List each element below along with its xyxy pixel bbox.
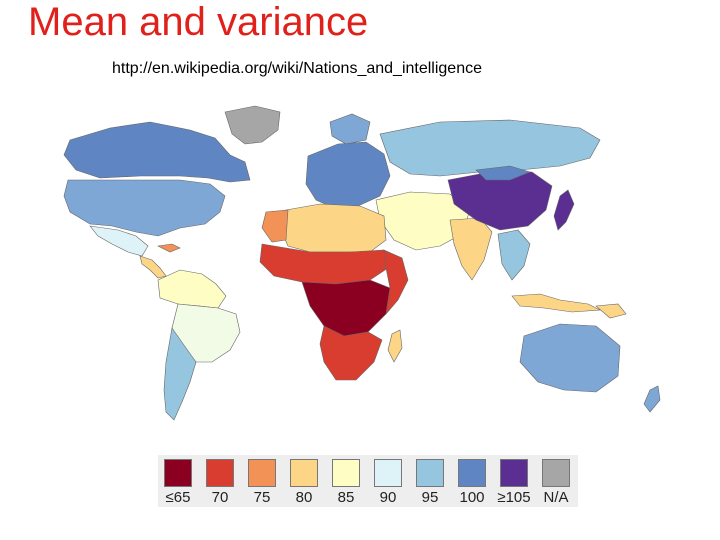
mongolia: [475, 165, 531, 181]
central-africa: [301, 279, 391, 337]
scandinavia: [329, 113, 371, 145]
legend-swatch: [290, 459, 318, 487]
new-zealand: [643, 385, 661, 413]
europe: [305, 141, 391, 209]
japan: [553, 189, 575, 231]
legend-item: N/A: [536, 455, 576, 507]
legend-label: 70: [211, 489, 229, 506]
source-url[interactable]: http://en.wikipedia.org/wiki/Nations_and…: [112, 60, 482, 77]
legend-item: 90: [368, 455, 408, 507]
southeast-asia: [497, 229, 531, 281]
world-map-svg: [63, 105, 661, 421]
indonesia: [511, 293, 602, 313]
legend-item: 100: [452, 455, 492, 507]
west-sahara: [261, 209, 289, 243]
south-america-north: [157, 269, 227, 309]
legend-label: 95: [421, 489, 439, 506]
world-map: [40, 100, 690, 450]
legend: ≤65 70 75 80 85 90 95 100 ≥105 N/A: [158, 455, 578, 507]
legend-label: 90: [379, 489, 397, 506]
legend-label: ≥105: [497, 489, 531, 506]
east-africa: [383, 249, 409, 315]
slide-title: Mean and variance: [28, 0, 369, 44]
legend-swatch: [416, 459, 444, 487]
legend-label: ≤65: [165, 489, 191, 506]
greenland: [224, 105, 281, 145]
papua-new-guinea: [595, 303, 627, 319]
russia: [379, 119, 601, 177]
legend-swatch: [458, 459, 486, 487]
legend-swatch: [164, 459, 192, 487]
legend-label: 85: [337, 489, 355, 506]
legend-swatch: [374, 459, 402, 487]
legend-item: 85: [326, 455, 366, 507]
australia: [519, 323, 621, 393]
southern-cone: [163, 327, 197, 421]
legend-item: 80: [284, 455, 324, 507]
madagascar: [387, 329, 403, 363]
legend-swatch: [500, 459, 528, 487]
legend-swatch: [206, 459, 234, 487]
legend-swatch: [248, 459, 276, 487]
legend-item: 70: [200, 455, 240, 507]
legend-label: 100: [459, 489, 485, 506]
legend-item: ≤65: [158, 455, 198, 507]
legend-label: 75: [253, 489, 271, 506]
legend-label: N/A: [543, 489, 569, 506]
usa: [63, 179, 226, 237]
legend-swatch: [332, 459, 360, 487]
middle-east: [375, 191, 471, 251]
mexico: [89, 225, 149, 257]
southern-africa: [319, 325, 383, 381]
caribbean: [157, 243, 181, 253]
north-africa: [279, 203, 387, 253]
canada: [63, 121, 251, 183]
central-america: [139, 255, 167, 279]
legend-item: 95: [410, 455, 450, 507]
legend-label: 80: [295, 489, 313, 506]
legend-item: ≥105: [494, 455, 534, 507]
india: [449, 217, 493, 281]
legend-item: 75: [242, 455, 282, 507]
legend-swatch: [542, 459, 570, 487]
